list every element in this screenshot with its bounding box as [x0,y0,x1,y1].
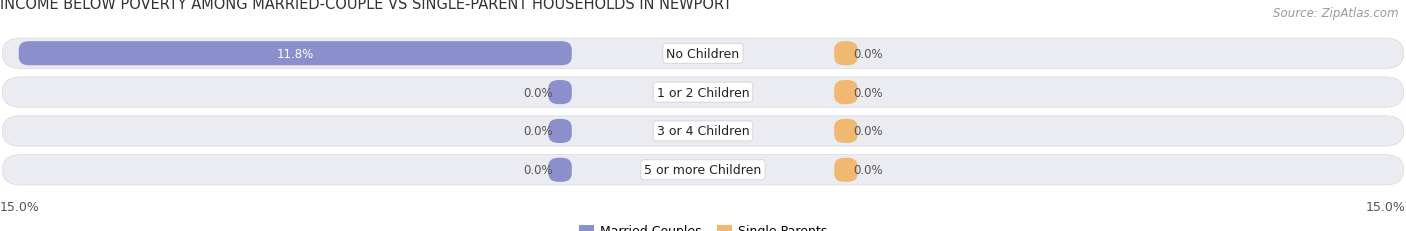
FancyBboxPatch shape [3,39,1403,69]
Text: 0.0%: 0.0% [853,125,883,138]
FancyBboxPatch shape [548,119,572,143]
Text: 0.0%: 0.0% [853,86,883,99]
Text: 15.0%: 15.0% [0,200,39,213]
FancyBboxPatch shape [834,42,858,66]
Text: 0.0%: 0.0% [523,86,553,99]
FancyBboxPatch shape [548,81,572,105]
Text: 15.0%: 15.0% [1367,200,1406,213]
Text: INCOME BELOW POVERTY AMONG MARRIED-COUPLE VS SINGLE-PARENT HOUSEHOLDS IN NEWPORT: INCOME BELOW POVERTY AMONG MARRIED-COUPL… [0,0,733,12]
Text: 0.0%: 0.0% [853,164,883,176]
FancyBboxPatch shape [3,155,1403,185]
FancyBboxPatch shape [834,158,858,182]
Text: 11.8%: 11.8% [277,48,314,61]
Text: No Children: No Children [666,48,740,61]
Text: 3 or 4 Children: 3 or 4 Children [657,125,749,138]
FancyBboxPatch shape [3,78,1403,108]
Legend: Married Couples, Single Parents: Married Couples, Single Parents [574,219,832,231]
Text: 5 or more Children: 5 or more Children [644,164,762,176]
FancyBboxPatch shape [18,42,572,66]
FancyBboxPatch shape [548,158,572,182]
Text: 0.0%: 0.0% [523,164,553,176]
FancyBboxPatch shape [834,81,858,105]
Text: 0.0%: 0.0% [853,48,883,61]
FancyBboxPatch shape [3,116,1403,146]
FancyBboxPatch shape [834,119,858,143]
Text: 1 or 2 Children: 1 or 2 Children [657,86,749,99]
Text: Source: ZipAtlas.com: Source: ZipAtlas.com [1274,7,1399,20]
Text: 0.0%: 0.0% [523,125,553,138]
